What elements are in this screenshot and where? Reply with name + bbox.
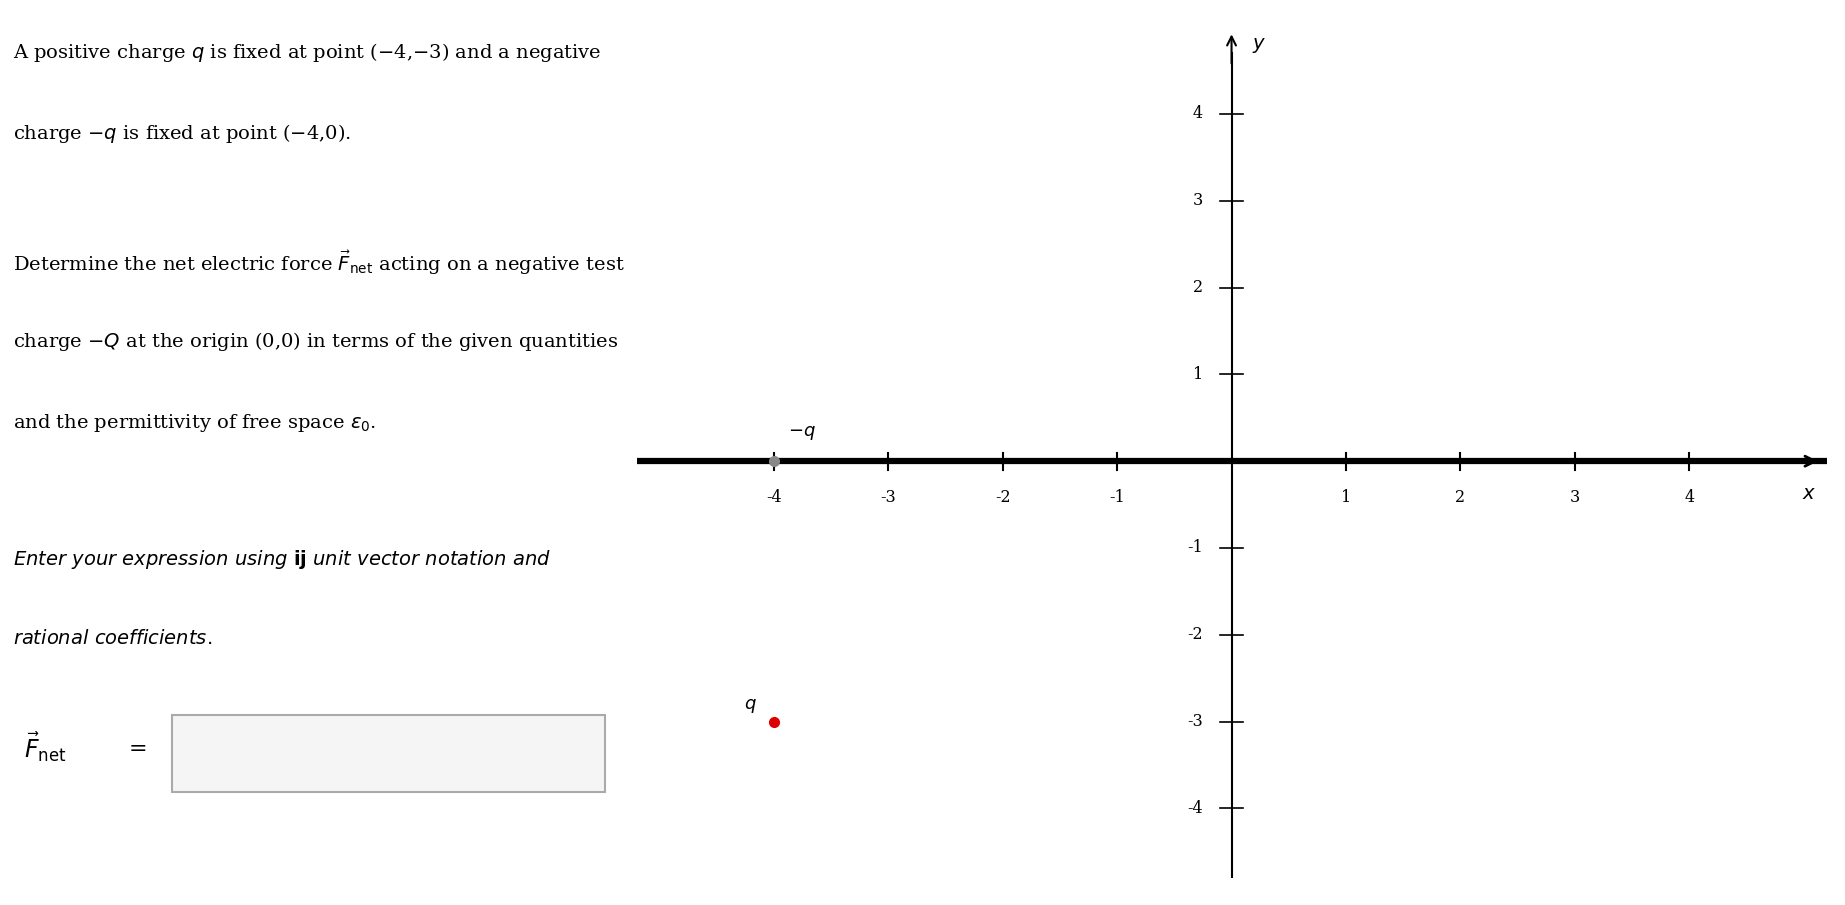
Text: 4: 4 [1684,489,1694,506]
Text: $q$: $q$ [744,697,756,715]
Text: $-q$: $-q$ [788,424,815,442]
Text: -2: -2 [994,489,1011,506]
Text: 3: 3 [1570,489,1579,506]
Text: $y$: $y$ [1253,36,1266,55]
Text: -2: -2 [1188,626,1203,643]
Text: $=$: $=$ [124,736,146,757]
Text: -3: -3 [1186,713,1203,730]
Text: 3: 3 [1192,192,1203,209]
Text: $\vec{F}_{\mathrm{net}}$: $\vec{F}_{\mathrm{net}}$ [24,729,66,764]
FancyBboxPatch shape [172,715,605,792]
Text: -3: -3 [880,489,897,506]
Text: charge $-q$ is fixed at point ($-$4,0).: charge $-q$ is fixed at point ($-$4,0). [13,122,351,145]
Text: -1: -1 [1186,539,1203,557]
Text: 1: 1 [1341,489,1351,506]
Text: -4: -4 [1188,800,1203,817]
Text: $\it{Enter\ your\ expression\ using}$ $\mathbf{ij}$ $\it{unit\ vector\ notation\: $\it{Enter\ your\ expression\ using}$ $\… [13,548,552,570]
Text: A positive charge $q$ is fixed at point ($-$4,$-$3) and a negative: A positive charge $q$ is fixed at point … [13,41,601,63]
Text: and the permittivity of free space $\epsilon_0$.: and the permittivity of free space $\eps… [13,412,376,433]
Text: $\it{rational\ coefficients.}$: $\it{rational\ coefficients.}$ [13,629,212,648]
Text: Determine the net electric force $\vec{F}_{\mathrm{net}}$ acting on a negative t: Determine the net electric force $\vec{F… [13,249,625,277]
Text: 2: 2 [1194,279,1203,296]
Text: 2: 2 [1456,489,1465,506]
Text: charge $-Q$ at the origin (0,0) in terms of the given quantities: charge $-Q$ at the origin (0,0) in terms… [13,330,618,353]
Text: -1: -1 [1109,489,1125,506]
Text: 1: 1 [1192,366,1203,383]
Text: 4: 4 [1194,106,1203,122]
Text: -4: -4 [766,489,782,506]
Text: $x$: $x$ [1803,485,1817,503]
